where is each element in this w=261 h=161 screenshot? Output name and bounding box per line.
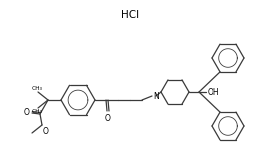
Text: OH: OH xyxy=(208,87,220,96)
Text: O: O xyxy=(23,108,29,117)
Text: O: O xyxy=(43,127,49,136)
Text: HCl: HCl xyxy=(121,10,139,20)
Text: O: O xyxy=(105,114,111,123)
Text: N: N xyxy=(153,91,159,100)
Text: CH₃: CH₃ xyxy=(32,86,43,91)
Text: CH₃: CH₃ xyxy=(32,109,43,114)
